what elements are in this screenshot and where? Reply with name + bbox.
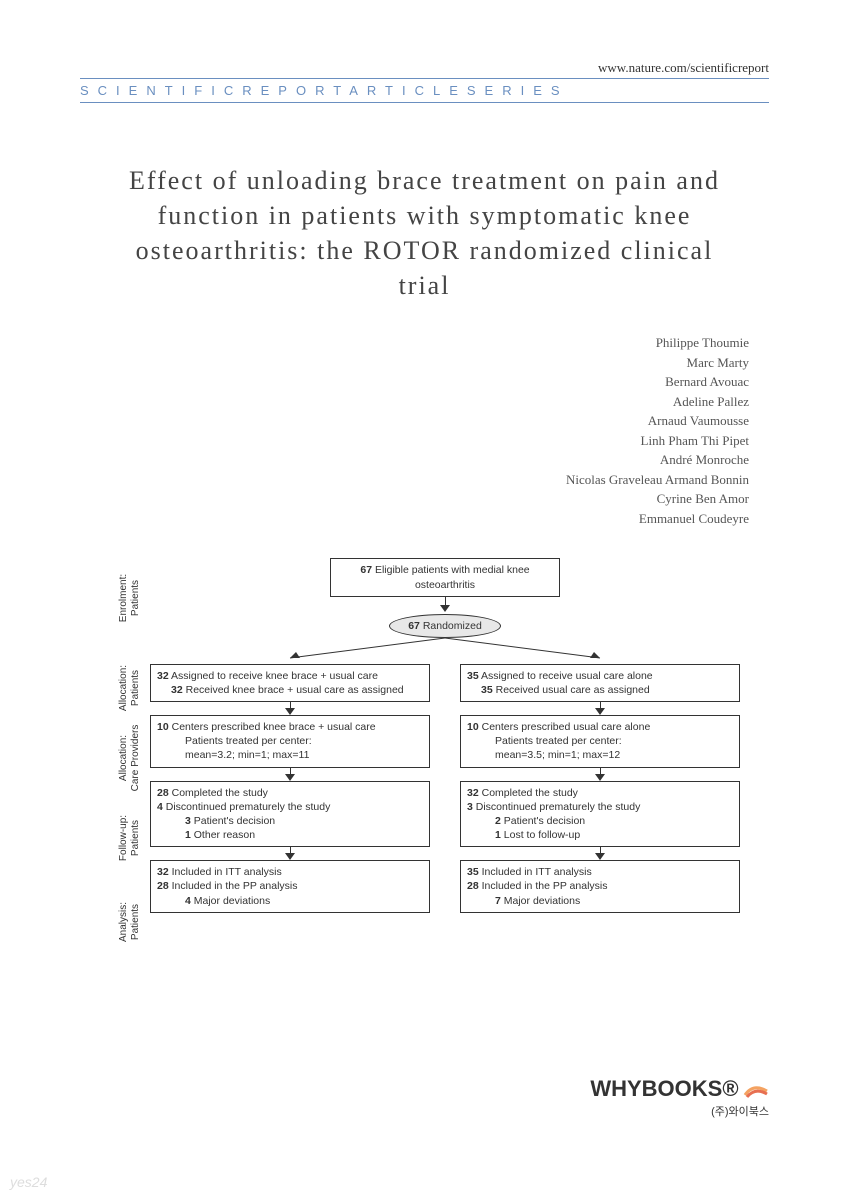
arrow-down-icon bbox=[595, 774, 605, 781]
arrow-down-icon bbox=[595, 708, 605, 715]
allocation-care-left: 10 Centers prescribed knee brace + usual… bbox=[150, 715, 430, 768]
watermark: yes24 bbox=[10, 1174, 47, 1190]
phase-label-analysis: Analysis:Patients bbox=[118, 887, 142, 957]
phase-label-allocation-care: Allocation:Care Providers bbox=[118, 723, 142, 793]
eligible-box: 67 Eligible patients with medial knee os… bbox=[330, 558, 560, 596]
allocation-patients-left: 32 Assigned to receive knee brace + usua… bbox=[150, 664, 430, 702]
author: Arnaud Vaumousse bbox=[80, 411, 749, 431]
arrow-down-icon bbox=[595, 853, 605, 860]
phase-label-followup: Follow-up:Patients bbox=[118, 803, 142, 873]
phase-label-enrolment: Enrolment:Patients bbox=[118, 563, 142, 633]
swoosh-icon bbox=[743, 1085, 769, 1099]
author-list: Philippe Thoumie Marc Marty Bernard Avou… bbox=[80, 333, 769, 528]
analysis-right: 35 Included in ITT analysis 28 Included … bbox=[460, 860, 740, 913]
followup-left: 28 Completed the study 4 Discontinued pr… bbox=[150, 781, 430, 848]
author: Bernard Avouac bbox=[80, 372, 749, 392]
analysis-left: 32 Included in ITT analysis 28 Included … bbox=[150, 860, 430, 913]
header-series: SCIENTIFICREPORTARTICLESERIES bbox=[80, 83, 769, 103]
author: Nicolas Graveleau Armand Bonnin bbox=[80, 470, 749, 490]
author: André Monroche bbox=[80, 450, 749, 470]
author: Adeline Pallez bbox=[80, 392, 749, 412]
author: Cyrine Ben Amor bbox=[80, 489, 749, 509]
publisher-brand: WHYBOOKS® (주)와이북스 bbox=[590, 1076, 769, 1120]
brand-name: WHYBOOKS® bbox=[590, 1076, 738, 1101]
arrow-down-icon bbox=[440, 605, 450, 612]
phase-label-allocation-patients: Allocation:Patients bbox=[118, 653, 142, 723]
article-title: Effect of unloading brace treatment on p… bbox=[80, 163, 769, 303]
brand-sub: (주)와이북스 bbox=[711, 1106, 769, 1118]
author: Emmanuel Coudeyre bbox=[80, 509, 749, 529]
consort-flowchart: Enrolment:Patients Allocation:Patients A… bbox=[150, 558, 740, 912]
arrow-down-icon bbox=[285, 708, 295, 715]
author: Linh Pham Thi Pipet bbox=[80, 431, 749, 451]
followup-right: 32 Completed the study 3 Discontinued pr… bbox=[460, 781, 740, 848]
allocation-patients-right: 35 Assigned to receive usual care alone … bbox=[460, 664, 740, 702]
branch-connector bbox=[150, 638, 740, 664]
randomized-ellipse: 67 Randomized bbox=[389, 614, 501, 638]
author: Marc Marty bbox=[80, 353, 749, 373]
author: Philippe Thoumie bbox=[80, 333, 749, 353]
allocation-care-right: 10 Centers prescribed usual care alone P… bbox=[460, 715, 740, 768]
arrow-down-icon bbox=[285, 853, 295, 860]
header-url: www.nature.com/scientificreport bbox=[80, 60, 769, 79]
arrow-down-icon bbox=[285, 774, 295, 781]
